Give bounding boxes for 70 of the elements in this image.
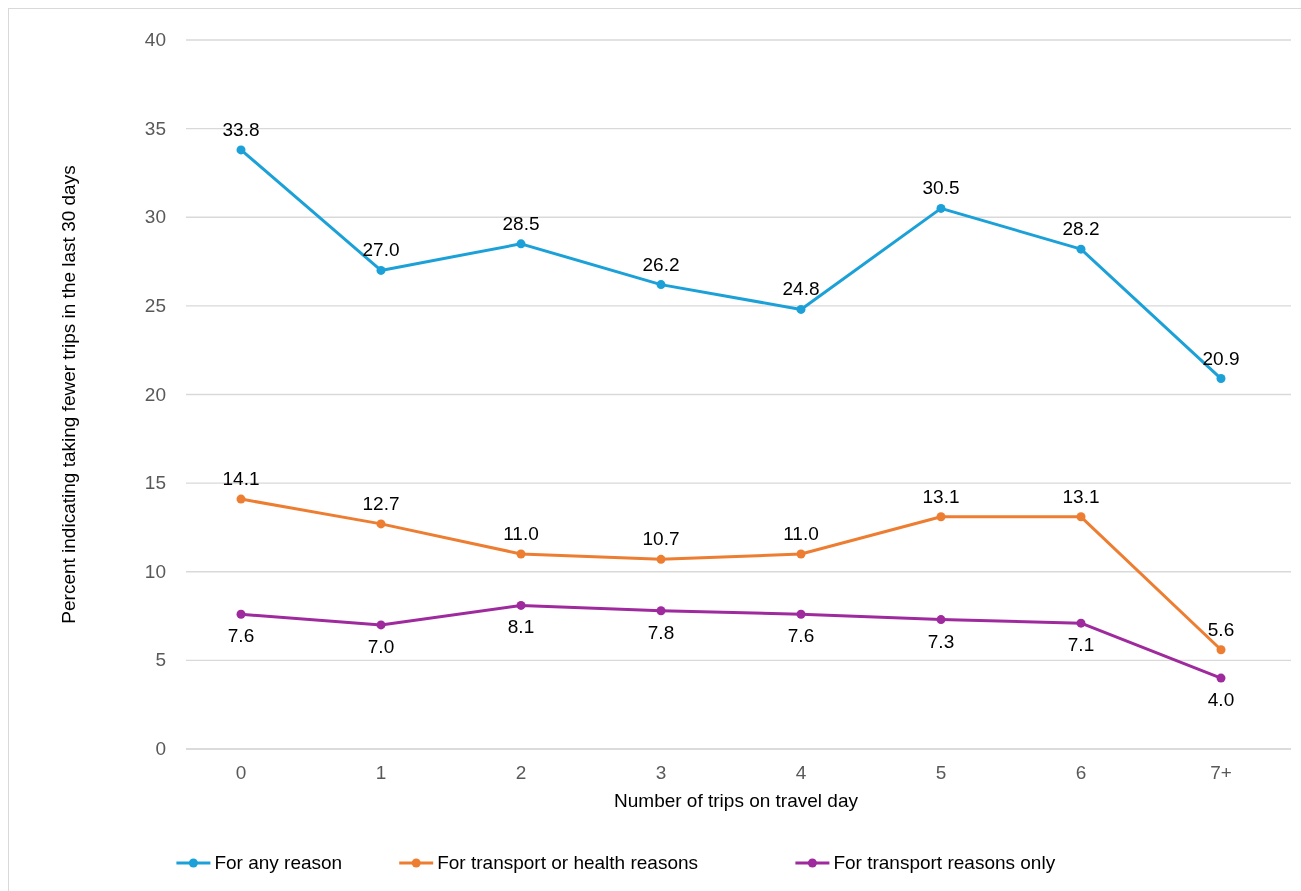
- data-label: 26.2: [642, 253, 680, 275]
- data-label: 7.0: [367, 635, 395, 657]
- data-label: 8.1: [507, 616, 535, 638]
- point: [936, 615, 946, 625]
- data-label: 28.2: [1062, 218, 1100, 240]
- data-label: 27.0: [362, 239, 400, 261]
- data-label: 7.3: [927, 630, 955, 652]
- data-label: 12.7: [362, 492, 400, 514]
- point: [1076, 244, 1086, 254]
- data-label: 13.1: [922, 485, 960, 507]
- point: [376, 265, 386, 275]
- point: [1076, 512, 1086, 522]
- point: [376, 620, 386, 630]
- point: [1076, 618, 1086, 628]
- y-tick-label: 15: [144, 472, 166, 494]
- y-axis-title: Percent indicating taking fewer trips in the last 30 days: [58, 165, 79, 624]
- y-tick-label: 10: [144, 560, 166, 582]
- x-tick-label: 6: [1075, 762, 1087, 783]
- data-label: 33.8: [222, 118, 260, 140]
- data-label: 7.6: [227, 625, 255, 647]
- data-label: 20.9: [1202, 347, 1240, 369]
- data-label: 7.8: [647, 621, 675, 643]
- point: [516, 600, 526, 610]
- y-tick-label: 35: [144, 117, 166, 139]
- point: [1216, 645, 1226, 655]
- y-tick-label: 40: [144, 29, 166, 50]
- x-tick-label: 7+: [1210, 762, 1232, 783]
- y-tick-label: 0: [155, 738, 166, 759]
- data-label: 30.5: [922, 177, 960, 199]
- data-label: 10.7: [642, 528, 680, 550]
- point: [1216, 374, 1226, 384]
- x-tick-label: 5: [935, 762, 947, 783]
- point: [796, 304, 806, 314]
- point: [656, 606, 666, 616]
- x-tick-label: 4: [795, 762, 807, 783]
- point: [516, 549, 526, 559]
- point: [1216, 673, 1226, 683]
- point: [936, 512, 946, 522]
- point: [656, 554, 666, 564]
- x-tick-label: 0: [235, 762, 247, 783]
- y-tick-label: 25: [144, 294, 166, 316]
- point: [236, 145, 246, 155]
- point: [796, 609, 806, 619]
- x-tick-label: 1: [375, 762, 387, 783]
- data-label: 7.1: [1067, 634, 1095, 656]
- x-tick-label: 2: [515, 762, 527, 783]
- data-label: 4.0: [1207, 689, 1235, 711]
- data-label: 7.6: [787, 625, 815, 647]
- data-label: 13.1: [1062, 485, 1100, 507]
- data-label: 24.8: [782, 278, 820, 300]
- point: [236, 609, 246, 619]
- point: [376, 519, 386, 529]
- point: [936, 203, 946, 213]
- y-tick-label: 30: [144, 206, 166, 228]
- point: [796, 549, 806, 559]
- legend-label: For transport reasons only: [833, 852, 1056, 873]
- x-tick-label: 3: [655, 762, 667, 783]
- y-tick-label: 20: [144, 383, 166, 405]
- point: [516, 239, 526, 249]
- data-label: 5.6: [1207, 618, 1235, 640]
- point: [236, 494, 246, 504]
- legend-label: For any reason: [214, 852, 343, 873]
- point: [656, 280, 666, 290]
- data-label: 28.5: [502, 212, 540, 234]
- y-tick-label: 5: [155, 649, 166, 671]
- data-label: 11.0: [783, 523, 819, 545]
- data-label: 14.1: [222, 468, 260, 490]
- data-label: 11.0: [503, 523, 539, 545]
- legend-label: For transport or health reasons: [437, 852, 699, 873]
- x-axis-title: Number of trips on travel day: [614, 790, 859, 811]
